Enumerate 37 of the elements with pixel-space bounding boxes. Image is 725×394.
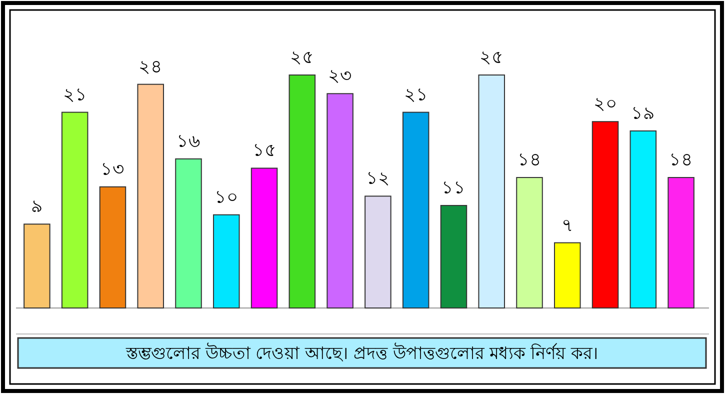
data-label: ১৯ [631, 102, 656, 124]
bar [250, 168, 278, 308]
bar [516, 177, 543, 308]
data-label: ২১ [404, 84, 428, 106]
bar [592, 121, 619, 308]
bar [326, 93, 354, 308]
bar [478, 74, 505, 308]
bar [24, 224, 50, 308]
data-label: ২৪ [138, 56, 163, 78]
data-label: ২৫ [290, 47, 314, 68]
bar [668, 177, 694, 308]
bar [175, 158, 202, 308]
data-label: ১২ [366, 168, 390, 190]
data-label: ১৩ [100, 158, 125, 180]
bar [402, 112, 430, 308]
data-label: ২৫ [480, 47, 504, 68]
bar [137, 84, 164, 308]
data-label: ১৪ [518, 150, 542, 171]
text: স্তম্ভগুলোর উচ্চতা দেওয়া আছে। প্রদত্ত উপাত্তগুলোর মধ্যক নির্ণয় কর। [124, 343, 598, 364]
data-label: ২৩ [328, 66, 352, 87]
data-label: ১৪ [669, 150, 694, 171]
bar [99, 186, 126, 308]
bar [364, 196, 392, 308]
data-label: ১৫ [252, 140, 276, 162]
bar [440, 204, 468, 308]
data-label: ২১ [62, 84, 87, 106]
bar [213, 214, 240, 308]
data-label: ৯ [30, 196, 43, 218]
bar [61, 112, 88, 308]
data-label: ২০ [593, 94, 618, 115]
bar [288, 74, 316, 308]
data-label: ১০ [214, 186, 238, 208]
bar [630, 130, 657, 308]
data-label: ১৬ [176, 130, 200, 152]
bar [554, 242, 581, 308]
data-label: ৭ [561, 214, 574, 236]
data-label: ১১ [442, 177, 466, 198]
